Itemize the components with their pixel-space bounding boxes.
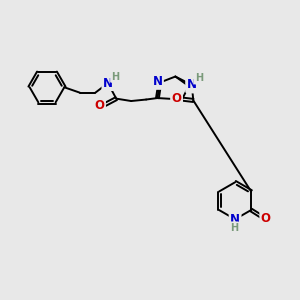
Text: O: O xyxy=(172,92,182,105)
Text: S: S xyxy=(187,79,196,92)
Text: O: O xyxy=(94,99,104,112)
Text: H: H xyxy=(111,71,119,82)
Text: O: O xyxy=(261,212,271,225)
Text: N: N xyxy=(152,75,163,88)
Text: H: H xyxy=(195,73,203,83)
Text: N: N xyxy=(103,76,113,90)
Text: N: N xyxy=(187,78,197,92)
Text: H: H xyxy=(230,223,238,232)
Text: N: N xyxy=(230,213,240,226)
